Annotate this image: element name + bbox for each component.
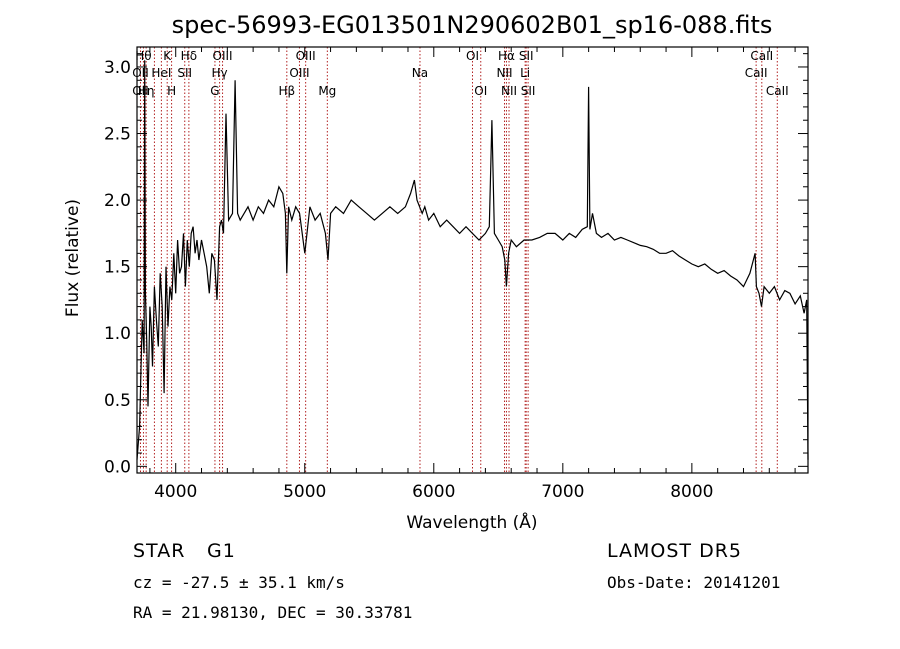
y-tick-label: 3.0 [104, 58, 131, 78]
line-marker-label: SII [177, 66, 192, 80]
redshift-text: cz = -27.5 ± 35.1 km/s [133, 573, 345, 592]
x-tick-label: 7000 [541, 482, 584, 502]
line-marker-label: G [210, 84, 219, 98]
survey-name: LAMOST DR5 [607, 540, 742, 562]
line-marker-label: SII [521, 84, 536, 98]
y-tick-label: 1.5 [104, 258, 131, 278]
y-tick-label: 2.0 [104, 191, 131, 211]
spectral-line-markers [139, 47, 778, 473]
spectral-line-labels: HθOIIOIIHηHeIKHSIIHδGHγOIIIHβOIIIOIIIMgN… [132, 49, 788, 98]
y-tick-label: 0.0 [104, 457, 131, 477]
y-tick-label: 0.5 [104, 391, 131, 411]
line-marker-label: CaII [745, 66, 768, 80]
y-tick-label: 1.0 [104, 324, 131, 344]
x-tick-label: 5000 [283, 482, 326, 502]
line-marker-label: OIII [296, 49, 316, 63]
object-class: STAR [133, 540, 186, 562]
line-marker-label: Li [520, 66, 530, 80]
coordinates-text: RA = 21.98130, DEC = 30.33781 [133, 603, 413, 622]
x-tick-label: 4000 [154, 482, 197, 502]
line-marker-label: K [163, 49, 172, 63]
line-marker-label: Hδ [181, 49, 197, 63]
obs-date-text: Obs-Date: 20141201 [607, 573, 781, 592]
line-marker-label: Hθ [135, 49, 151, 63]
line-marker-label: Hη [138, 84, 155, 98]
line-marker-label: CaII [750, 49, 773, 63]
line-marker-label: OI [474, 84, 487, 98]
y-tick-label: 2.5 [104, 125, 131, 145]
line-marker-label: Na [412, 66, 428, 80]
line-marker-label: NII [496, 66, 512, 80]
line-marker-label: Mg [318, 84, 336, 98]
line-marker-label: H [167, 84, 176, 98]
line-marker-label: NII [501, 84, 517, 98]
line-marker-label: CaII [766, 84, 789, 98]
x-tick-label: 8000 [670, 482, 713, 502]
line-marker-label: Hα [498, 49, 515, 63]
line-marker-label: OIII [213, 49, 233, 63]
chart-title: spec-56993-EG013501N290602B01_sp16-088.f… [172, 11, 773, 39]
line-marker-label: Hβ [278, 84, 295, 98]
object-subclass: G1 [207, 540, 236, 562]
line-marker-label: SII [519, 49, 534, 63]
line-marker-label: OIII [289, 66, 309, 80]
line-marker-label: OI [466, 49, 479, 63]
y-axis-label: Flux (relative) [63, 199, 83, 317]
line-marker-label: Hγ [212, 66, 228, 80]
x-tick-label: 6000 [412, 482, 455, 502]
axis-ticks: 4000 5000 6000 7000 8000 0.0 0.5 1.0 1.5 2.0 2.5 3.… [104, 47, 808, 502]
line-marker-label: OII [132, 66, 149, 80]
line-marker-label: HeI [151, 66, 171, 80]
x-axis-label: Wavelength (Å) [406, 511, 537, 533]
spectrum-series-line [136, 60, 809, 460]
plot-frame [136, 46, 809, 474]
